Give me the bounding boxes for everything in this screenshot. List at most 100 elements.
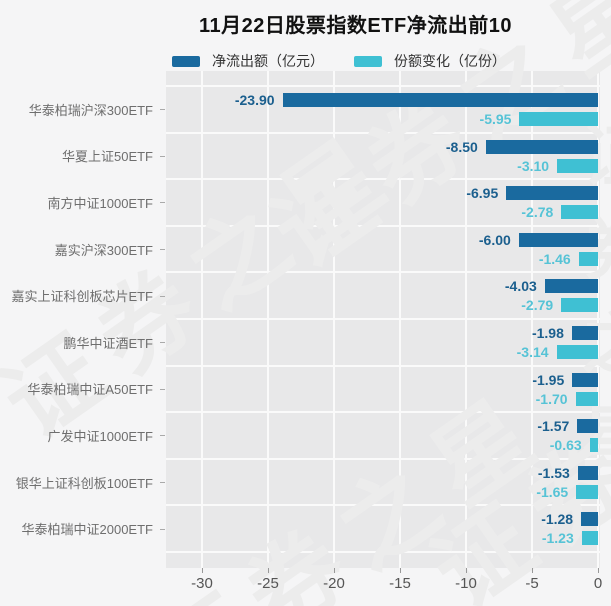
legend-label-outflow: 净流出额（亿元） bbox=[212, 53, 324, 69]
y-axis-tick bbox=[160, 249, 165, 251]
category-bar-group: -1.98 -3.14 bbox=[160, 319, 600, 366]
category-bar-group: -1.95 -1.70 bbox=[160, 366, 600, 413]
horizontal-gridline bbox=[166, 411, 600, 414]
table-row: 嘉实上证科创板芯片ETF -4.03 -2.79 bbox=[0, 272, 600, 319]
x-axis-tick bbox=[598, 568, 599, 573]
horizontal-gridline bbox=[166, 224, 600, 227]
horizontal-gridline bbox=[166, 178, 600, 181]
x-axis-tick bbox=[202, 568, 203, 573]
share-change-value-label: -1.70 bbox=[535, 390, 568, 407]
category-label: 鹏华中证酒ETF bbox=[63, 335, 153, 351]
net-outflow-value-label: -6.00 bbox=[478, 231, 511, 248]
share-change-value-label: -2.78 bbox=[521, 204, 554, 221]
net-outflow-value-label: -23.90 bbox=[234, 92, 275, 108]
x-axis-tick bbox=[268, 568, 269, 573]
table-row: 银华上证科创板100ETF -1.53 -1.65 bbox=[0, 459, 600, 506]
x-axis-tick-label: -10 bbox=[455, 575, 477, 592]
table-row: 南方中证1000ETF -6.95 -2.78 bbox=[0, 179, 600, 226]
table-row: 鹏华中证酒ETF -1.98 -3.14 bbox=[0, 319, 600, 366]
horizontal-gridline bbox=[166, 85, 600, 87]
net-outflow-value-label: -1.95 bbox=[532, 371, 565, 388]
share-change-value-label: -3.14 bbox=[516, 343, 549, 360]
share-change-value-label: -1.65 bbox=[536, 483, 569, 500]
net-outflow-bar bbox=[581, 512, 598, 527]
x-axis-tick-label: -5 bbox=[525, 575, 539, 592]
x-axis-tick-label: -30 bbox=[191, 575, 213, 592]
y-axis-tick bbox=[160, 202, 165, 204]
net-outflow-bar bbox=[577, 465, 598, 480]
category-bar-group: -8.50 -3.10 bbox=[160, 133, 600, 180]
share-change-bar bbox=[561, 205, 598, 220]
share-change-bar bbox=[557, 158, 598, 173]
horizontal-gridline bbox=[166, 131, 600, 134]
y-axis-tick bbox=[160, 435, 165, 437]
legend-swatch-share bbox=[354, 55, 382, 67]
x-axis-tick bbox=[466, 568, 467, 573]
category-bar-group: -1.57 -0.63 bbox=[160, 412, 600, 459]
share-change-value-label: -3.10 bbox=[517, 157, 550, 174]
x-axis-tick-label: -20 bbox=[323, 575, 345, 592]
x-axis-tick-label: -25 bbox=[257, 575, 279, 592]
net-outflow-bar bbox=[572, 372, 598, 387]
net-outflow-bar bbox=[571, 325, 598, 340]
x-axis-tick-label: 0 bbox=[593, 575, 603, 592]
share-change-value-label: -1.46 bbox=[538, 250, 571, 267]
share-change-bar bbox=[556, 344, 598, 359]
legend-item-outflow[interactable]: 净流出额（亿元） bbox=[172, 51, 324, 71]
net-outflow-bar bbox=[544, 279, 598, 294]
share-change-bar bbox=[576, 484, 598, 499]
share-change-bar bbox=[561, 298, 598, 313]
category-bar-group: -6.95 -2.78 bbox=[160, 179, 600, 226]
category-label: 银华上证科创板100ETF bbox=[15, 475, 153, 491]
category-label: 华泰柏瑞中证A50ETF bbox=[27, 382, 153, 398]
category-label: 嘉实沪深300ETF bbox=[54, 242, 153, 258]
category-bar-group: -23.90 -5.95 bbox=[160, 86, 600, 133]
net-outflow-value-label: -8.50 bbox=[445, 138, 478, 155]
share-change-bar bbox=[519, 112, 598, 126]
category-bar-group: -4.03 -2.79 bbox=[160, 272, 600, 319]
table-row: 华泰柏瑞中证2000ETF -1.28 -1.23 bbox=[0, 505, 600, 552]
share-change-bar bbox=[589, 438, 598, 453]
x-axis-tick bbox=[334, 568, 335, 573]
chart-title: 11月22日股票指数ETF净流出前10 bbox=[199, 15, 512, 37]
bar-rows: 华泰柏瑞沪深300ETF -23.90 -5.95 华夏上证50ETF -8.50 -3.… bbox=[0, 86, 600, 552]
legend-item-share[interactable]: 份额变化（亿份） bbox=[354, 51, 506, 71]
y-axis-tick bbox=[160, 295, 165, 297]
net-outflow-bar bbox=[282, 93, 598, 107]
horizontal-gridline bbox=[166, 551, 600, 553]
x-axis-tick-label: -15 bbox=[389, 575, 411, 592]
net-outflow-bar bbox=[485, 139, 598, 154]
share-change-bar bbox=[575, 391, 598, 406]
net-outflow-bar bbox=[577, 419, 598, 434]
table-row: 华泰柏瑞沪深300ETF -23.90 -5.95 bbox=[0, 86, 600, 133]
category-bar-group: -1.53 -1.65 bbox=[160, 459, 600, 506]
category-bar-group: -1.28 -1.23 bbox=[160, 505, 600, 552]
y-axis-tick bbox=[160, 109, 165, 111]
net-outflow-bar bbox=[506, 186, 598, 201]
plot-area bbox=[166, 71, 600, 568]
horizontal-gridline bbox=[166, 318, 600, 320]
x-axis-tick bbox=[532, 568, 533, 573]
horizontal-gridline bbox=[166, 364, 600, 367]
share-change-value-label: -2.79 bbox=[521, 297, 554, 314]
y-axis-tick bbox=[160, 528, 165, 530]
net-outflow-bar bbox=[518, 232, 598, 247]
net-outflow-value-label: -1.57 bbox=[537, 418, 570, 435]
category-label: 华夏上证50ETF bbox=[61, 149, 153, 165]
x-axis: -30 -25 -20 -15 -10 -5 0 bbox=[0, 568, 611, 598]
legend-swatch-outflow bbox=[172, 55, 200, 67]
table-row: 广发中证1000ETF -1.57 -0.63 bbox=[0, 412, 600, 459]
table-row: 华夏上证50ETF -8.50 -3.10 bbox=[0, 133, 600, 180]
legend-label-share: 份额变化（亿份） bbox=[394, 53, 506, 69]
y-axis-tick bbox=[160, 342, 165, 344]
table-row: 嘉实沪深300ETF -6.00 -1.46 bbox=[0, 226, 600, 273]
horizontal-gridline bbox=[166, 504, 600, 507]
share-change-value-label: -0.63 bbox=[549, 437, 582, 454]
legend: 净流出额（亿元） 份额变化（亿份） bbox=[172, 51, 506, 71]
category-label: 华泰柏瑞沪深300ETF bbox=[28, 102, 153, 118]
net-outflow-value-label: -1.53 bbox=[537, 464, 570, 481]
net-outflow-value-label: -4.03 bbox=[504, 278, 537, 295]
share-change-bar bbox=[581, 531, 598, 546]
share-change-bar bbox=[578, 251, 598, 266]
net-outflow-value-label: -1.28 bbox=[541, 511, 574, 528]
